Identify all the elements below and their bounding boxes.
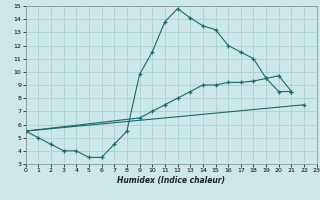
X-axis label: Humidex (Indice chaleur): Humidex (Indice chaleur) — [117, 176, 225, 185]
